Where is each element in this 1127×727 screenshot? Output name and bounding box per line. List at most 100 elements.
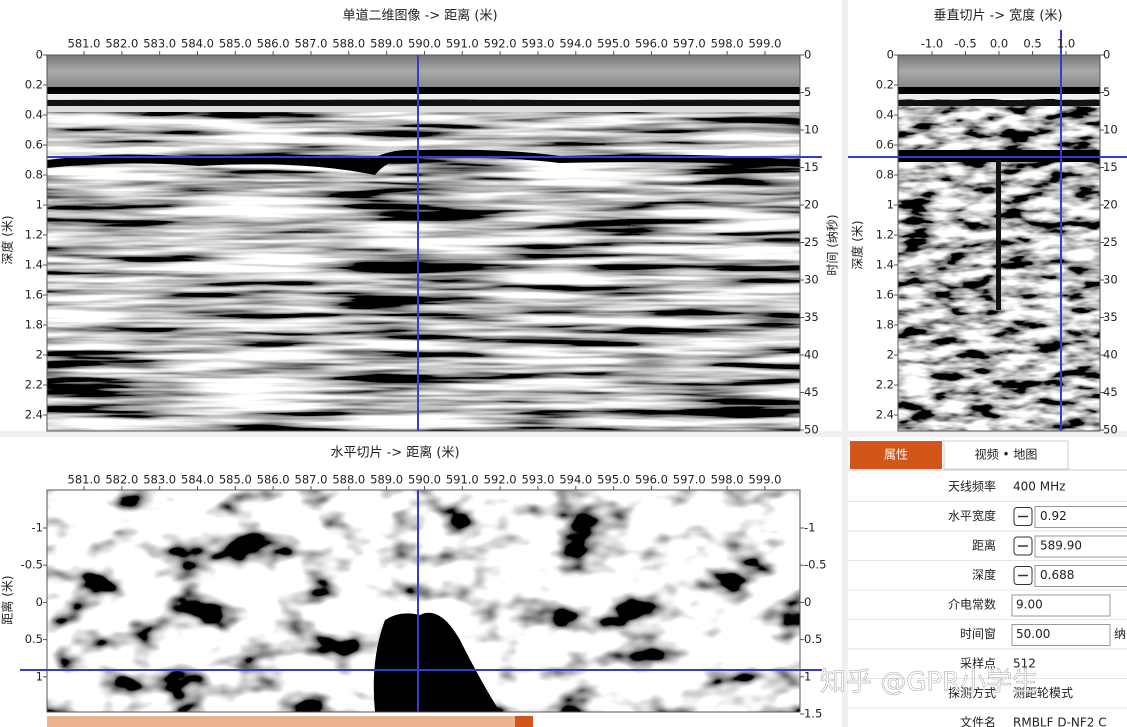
x-tick-label: 581.0 — [68, 37, 101, 51]
property-label: 介电常数 — [948, 597, 996, 612]
y-tick-label: 1.4 — [25, 258, 43, 272]
input-box[interactable] — [1034, 535, 1127, 558]
y-tick-label: 0.4 — [876, 108, 894, 122]
x-tick-label: 597.0 — [673, 37, 706, 51]
property-unit: 纳 — [1114, 627, 1126, 641]
y-tick-label: 1 — [36, 669, 43, 683]
x-tick-label: 598.0 — [711, 37, 744, 51]
property-value: 50.00 — [1016, 627, 1050, 641]
x-tick-label: 585.0 — [219, 37, 252, 51]
y-tick-label: 2.2 — [876, 378, 894, 392]
x-tick-label: 598.0 — [711, 473, 744, 487]
x-tick-label: -1.0 — [921, 37, 943, 51]
y-tick-label: -0.5 — [804, 558, 826, 572]
y-tick-label: 0.5 — [25, 632, 43, 646]
y-tick-label: 0 — [887, 48, 894, 62]
y-tick-label: 0.6 — [876, 138, 894, 152]
input-box[interactable] — [1011, 624, 1111, 646]
x-tick-label: 0.0 — [990, 37, 1008, 51]
y-tick-label: 1 — [36, 198, 43, 212]
y-tick-label: 20 — [804, 198, 819, 212]
x-tick-label: 599.0 — [748, 37, 781, 51]
x-tick-label: 594.0 — [559, 37, 592, 51]
scrollbar-thumb[interactable] — [515, 716, 533, 727]
y-tick-label: 20 — [1103, 198, 1118, 212]
tab[interactable] — [943, 440, 1069, 470]
property-label: 距离 — [972, 538, 996, 553]
x-tick-label: 591.0 — [446, 473, 479, 487]
x-tick-label: 1.0 — [1057, 37, 1075, 51]
x-tick-label: 0.5 — [1023, 37, 1041, 51]
y-tick-label: 1.6 — [25, 288, 43, 302]
input-box[interactable] — [1034, 506, 1127, 528]
y-tick-label: 1 — [887, 198, 894, 212]
y-tick-label: 35 — [1103, 310, 1118, 324]
property-label: 文件名 — [960, 715, 996, 727]
y-tick-label: 0.2 — [25, 78, 43, 92]
x-tick-label: 587.0 — [295, 37, 328, 51]
x-tick-label: 584.0 — [181, 37, 214, 51]
property-label: 天线频率 — [948, 479, 996, 494]
property-value: 400 MHz — [1013, 480, 1065, 494]
y-tick-label: 1.8 — [876, 318, 894, 332]
y-tick-label: 2.4 — [876, 408, 894, 422]
scrollbar-track[interactable] — [47, 716, 533, 727]
y-tick-label: 2.2 — [25, 378, 43, 392]
y-tick-label: -0.5 — [21, 558, 43, 572]
vertical-slice-image — [898, 55, 1100, 431]
x-tick-label: 582.0 — [105, 473, 138, 487]
x-tick-label: 581.0 — [68, 473, 101, 487]
y-tick-label: 0.5 — [804, 632, 822, 646]
y-tick-label: 0 — [36, 595, 43, 609]
x-tick-label: 592.0 — [484, 473, 517, 487]
y-tick-label: 1.8 — [25, 318, 43, 332]
y-tick-label: 0.2 — [876, 78, 894, 92]
axis-label: 深度 (米) — [850, 220, 865, 269]
x-tick-label: 595.0 — [597, 473, 630, 487]
y-tick-label: 0.4 — [25, 108, 43, 122]
x-tick-label: 594.0 — [559, 473, 592, 487]
splitter[interactable] — [0, 431, 842, 437]
y-tick-label: 0.8 — [25, 168, 43, 182]
y-tick-label: 1.4 — [876, 258, 894, 272]
y-tick-label: 1 — [804, 669, 811, 683]
property-label: 采样点 — [960, 656, 996, 671]
y-tick-label: 2 — [887, 348, 894, 362]
y-tick-label: 30 — [1103, 273, 1118, 287]
panel-title: 垂直切片 -> 宽度 (米) — [933, 8, 1062, 24]
x-tick-label: 589.0 — [370, 473, 403, 487]
x-tick-label: 582.0 — [105, 37, 138, 51]
x-tick-label: -0.5 — [954, 37, 976, 51]
x-tick-label: 592.0 — [484, 37, 517, 51]
axis-label: 时间 (纳秒) — [826, 214, 840, 275]
x-tick-label: 593.0 — [521, 37, 554, 51]
property-value: 0.688 — [1040, 568, 1074, 582]
y-tick-label: 50 — [804, 423, 819, 437]
y-tick-label: 1.5 — [804, 707, 822, 721]
property-value: 测距轮模式 — [1013, 686, 1073, 700]
x-tick-label: 584.0 — [181, 473, 214, 487]
x-tick-label: 583.0 — [143, 473, 176, 487]
x-tick-label: 586.0 — [257, 473, 290, 487]
input-box[interactable] — [1011, 594, 1111, 617]
y-tick-label: 15 — [1103, 160, 1118, 174]
y-tick-label: 5 — [804, 85, 811, 99]
splitter[interactable] — [848, 431, 1127, 437]
property-label: 深度 — [972, 567, 996, 582]
y-tick-label: 45 — [804, 385, 819, 399]
x-tick-label: 595.0 — [597, 37, 630, 51]
y-tick-label: 0.6 — [25, 138, 43, 152]
x-tick-label: 590.0 — [408, 37, 441, 51]
splitter[interactable] — [842, 0, 848, 727]
tab[interactable] — [850, 441, 942, 469]
y-tick-label: -1 — [804, 521, 815, 535]
x-tick-label: 583.0 — [143, 37, 176, 51]
y-tick-label: 40 — [804, 348, 819, 362]
axis-label: 距离 (米) — [0, 575, 15, 624]
y-tick-label: 10 — [804, 123, 819, 137]
y-tick-label: 0 — [1103, 48, 1110, 62]
input-box[interactable] — [1034, 565, 1127, 587]
plot-frame — [46, 489, 801, 713]
